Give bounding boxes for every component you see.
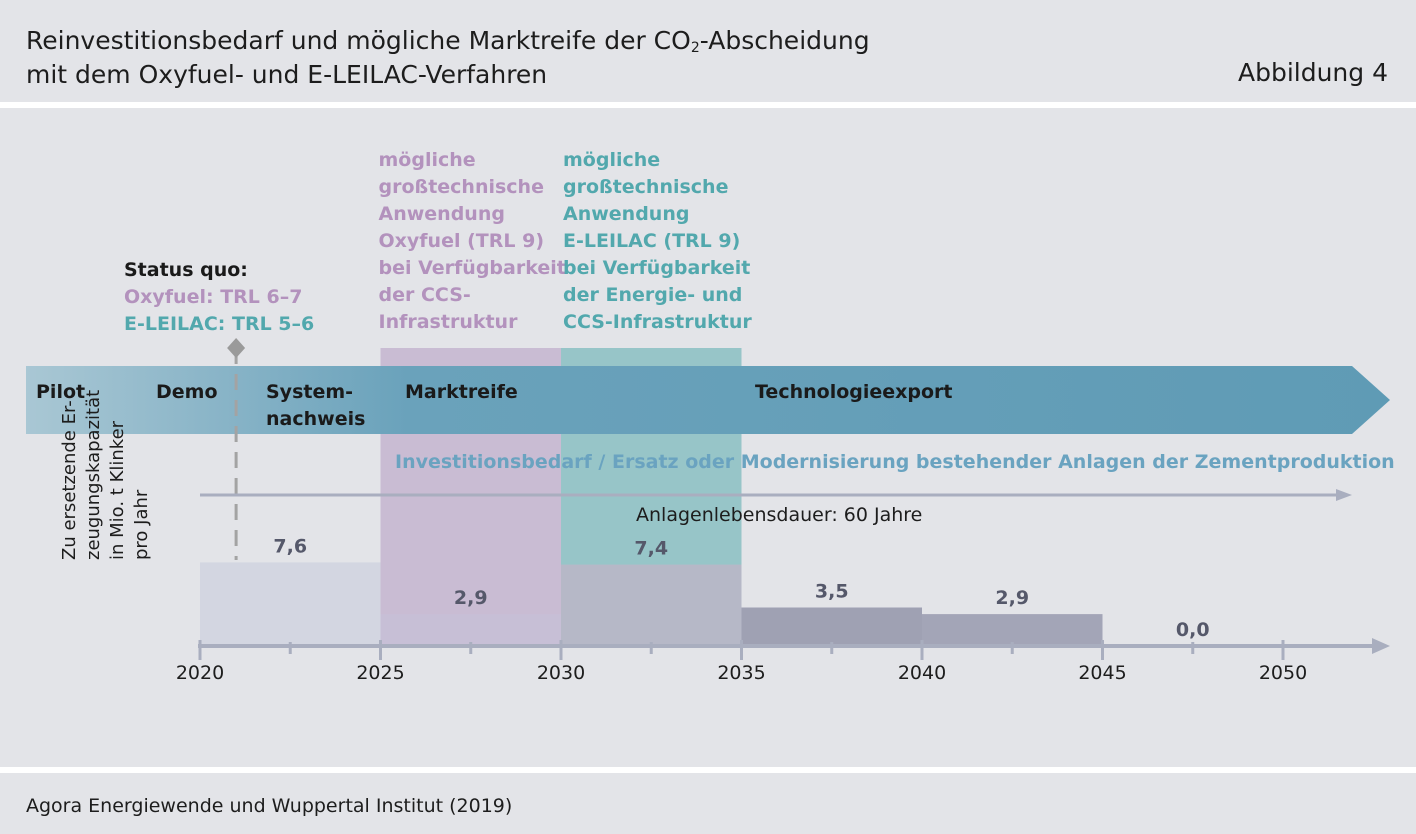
bar-2030	[561, 564, 742, 646]
ele-notes-line-4: bei Verfügbarkeit	[563, 257, 750, 279]
ele-notes-line-2: Anwendung	[563, 203, 689, 225]
bar-2025	[380, 614, 561, 646]
oxyfuel-annotation: mögliche großtechnische Anwendung Oxyfuel (…	[379, 149, 566, 333]
lifetime-note: Anlagenlebensdauer: 60 Jahre	[636, 504, 922, 526]
header-divider	[0, 102, 1416, 108]
phase-pilot: Pilot	[36, 381, 85, 403]
bar-label-2025: 2,9	[454, 587, 488, 609]
tick-label-2045: 2045	[1078, 662, 1126, 684]
phase-demo: Demo	[156, 381, 218, 403]
status-quo-eleilac: E-LEILAC: TRL 5–6	[124, 313, 314, 335]
bars: 7,6 2,9 7,4 3,5 2,9 0,0	[200, 535, 1210, 646]
oxy-notes-line-2: Anwendung	[379, 203, 505, 225]
oxy-notes-line-0: mögliche	[379, 149, 476, 171]
footer-divider	[0, 767, 1416, 773]
chart-title: Reinvestitionsbedarf und mögliche Marktr…	[26, 26, 870, 89]
tick-label-2030: 2030	[537, 662, 585, 684]
phase-export: Technologieexport	[755, 381, 953, 403]
y-label-line-3: pro Jahr	[131, 489, 152, 560]
y-label-line-1: zeugungskapazität	[83, 390, 104, 560]
bar-label-2045: 0,0	[1176, 619, 1210, 641]
x-axis-ticks: 2020 2025 2030 2035 2040 2045 2050	[176, 640, 1307, 684]
figure-label: Abbildung 4	[1237, 58, 1388, 87]
lifetime-arrow-head	[1336, 489, 1352, 501]
tick-label-2025: 2025	[356, 662, 404, 684]
y-label-line-0: Zu ersetzende Er-	[59, 400, 80, 560]
bar-2020	[200, 562, 381, 646]
bar-label-2030: 7,4	[634, 538, 668, 560]
tick-label-2040: 2040	[898, 662, 946, 684]
investment-note: Investitionsbedarf / Ersatz oder Moderni…	[395, 451, 1395, 473]
phase-system-line1: System-	[266, 381, 353, 403]
oxy-notes-line-5: der CCS-	[379, 284, 471, 306]
source-note: Agora Energiewende und Wuppertal Institu…	[26, 795, 513, 817]
ele-notes-line-5: der Energie- und	[563, 284, 742, 306]
tick-label-2050: 2050	[1259, 662, 1307, 684]
ele-notes-line-3: E-LEILAC (TRL 9)	[563, 230, 740, 252]
y-label-line-2: in Mio. t Klinker	[107, 420, 128, 560]
bar-label-2035: 3,5	[815, 581, 849, 603]
ele-notes-line-6: CCS-Infrastruktur	[563, 311, 752, 333]
chart-area: 7,6 2,9 7,4 3,5 2,9 0,0 Pilot Demo System- na…	[26, 149, 1395, 684]
ele-notes-line-0: mögliche	[563, 149, 660, 171]
oxy-notes-line-4: bei Verfügbarkeit	[379, 257, 566, 279]
eleilac-annotation: mögliche großtechnische Anwendung E-LEILAC …	[563, 149, 752, 333]
x-axis-arrowhead	[1372, 638, 1390, 654]
header: Reinvestitionsbedarf und mögliche Marktr…	[0, 0, 1416, 102]
ele-notes-line-1: großtechnische	[563, 176, 728, 198]
bar-2035	[741, 607, 922, 646]
status-quo-oxyfuel: Oxyfuel: TRL 6–7	[124, 286, 302, 308]
bar-2040	[922, 614, 1103, 646]
oxy-notes-line-3: Oxyfuel (TRL 9)	[379, 230, 545, 252]
oxy-notes-line-6: Infrastruktur	[379, 311, 519, 333]
phase-market: Marktreife	[405, 381, 518, 403]
phase-system-line2: nachweis	[266, 408, 365, 430]
tick-label-2020: 2020	[176, 662, 224, 684]
bar-label-2040: 2,9	[995, 587, 1029, 609]
status-quo-diamond	[227, 338, 246, 358]
y-axis-label: Zu ersetzende Er-zeugungskapazität in Mio…	[59, 390, 152, 560]
tick-label-2035: 2035	[717, 662, 765, 684]
phase-arrow	[26, 366, 1390, 434]
bar-label-2020: 7,6	[273, 535, 307, 557]
status-quo-title: Status quo:	[124, 259, 248, 281]
oxy-notes-line-1: großtechnische	[379, 176, 544, 198]
